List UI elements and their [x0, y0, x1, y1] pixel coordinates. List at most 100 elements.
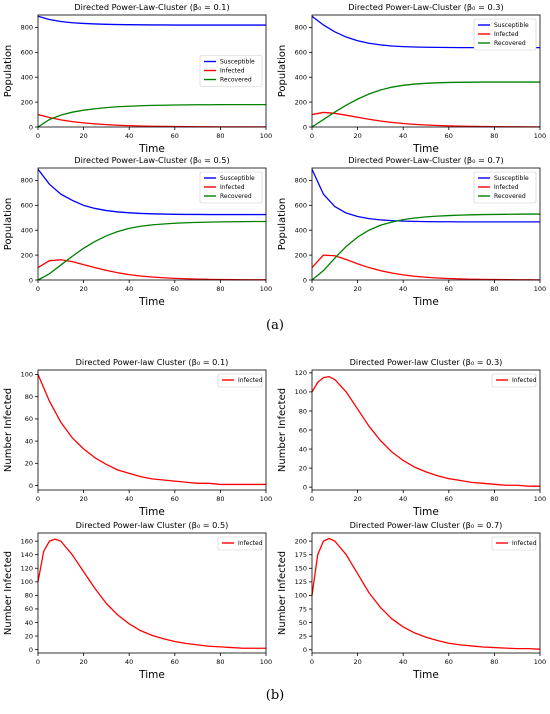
legend-entry: Infected: [494, 184, 519, 191]
x-tick-label: 60: [445, 285, 453, 293]
chart-title: Directed Power-Law-Cluster (β₀ = 0.7): [348, 155, 503, 165]
y-tick-label: 0: [29, 482, 33, 490]
x-axis-label: Time: [138, 143, 165, 155]
y-tick-label: 0: [29, 276, 33, 284]
panel-label-b: (b): [265, 688, 285, 703]
y-tick-label: 40: [25, 619, 33, 627]
x-tick-label: 100: [534, 495, 546, 503]
y-tick-label: 60: [25, 605, 33, 613]
legend-entry: Infected: [220, 184, 245, 191]
y-tick-label: 150: [295, 565, 307, 573]
y-tick-label: 80: [299, 407, 307, 415]
chart-a3: Directed Power-Law-Cluster (β₀ = 0.5) 0 20…: [3, 155, 272, 308]
y-tick-label: 100: [21, 578, 33, 586]
x-tick-label: 20: [353, 658, 361, 666]
y-tick-label: 100: [295, 388, 307, 396]
y-tick-label: 175: [295, 551, 307, 559]
chart-title: Directed Power-law Cluster (β₀ = 0.7): [350, 520, 503, 530]
legend-box: [491, 373, 537, 388]
x-tick-label: 0: [36, 495, 40, 503]
x-tick-label: 20: [79, 658, 87, 666]
x-tick-label: 80: [490, 132, 498, 140]
series-line-recovered: [311, 81, 540, 128]
x-tick-label: 100: [534, 285, 546, 293]
y-tick-label: 200: [21, 98, 33, 106]
y-tick-label: 80: [25, 393, 33, 401]
y-tick-label: 100: [295, 592, 307, 600]
y-tick-label: 600: [295, 49, 307, 57]
x-tick-label: 0: [310, 285, 314, 293]
series-line-susceptible: [311, 168, 540, 223]
chart-title: Directed Power-Law-Cluster (β₀ = 0.1): [74, 2, 229, 12]
y-tick-label: 20: [25, 460, 33, 468]
x-tick-label: 80: [216, 132, 224, 140]
y-tick-label: 600: [21, 202, 33, 210]
y-tick-label: 800: [21, 24, 33, 32]
x-tick-label: 80: [490, 285, 498, 293]
x-tick-label: 0: [36, 285, 40, 293]
y-axis-label: Number Infected: [3, 388, 14, 472]
plot-frame: [311, 369, 541, 491]
y-tick-label: 0: [303, 123, 307, 131]
series-line-infected: [311, 537, 541, 650]
legend: Susceptible Infected Recovered: [199, 171, 263, 204]
x-tick-label: 40: [125, 285, 133, 293]
y-tick-label: 600: [21, 49, 33, 57]
chart-b3: Directed Power-law Cluster (β₀ = 0.5) 0 20…: [3, 520, 272, 681]
y-tick-label: 800: [295, 24, 307, 32]
plot-frame: [311, 14, 541, 128]
y-tick-label: 160: [21, 537, 33, 545]
legend-entry: Susceptible: [494, 22, 529, 29]
y-axis-label: Number Infected: [3, 551, 14, 635]
x-tick-label: 20: [353, 495, 361, 503]
series-line-susceptible: [37, 168, 266, 216]
x-tick-label: 20: [79, 285, 87, 293]
legend: Susceptible Infected Recovered: [473, 18, 537, 51]
y-tick-label: 200: [295, 537, 307, 545]
plot-frame: [37, 532, 267, 654]
y-tick-label: 400: [295, 227, 307, 235]
y-axis-label: Population: [3, 45, 14, 98]
legend: Infected: [217, 373, 263, 388]
series-line-susceptible: [37, 15, 266, 26]
legend-entry: Infected: [238, 540, 263, 547]
y-tick-label: 400: [295, 74, 307, 82]
x-tick-label: 100: [260, 658, 272, 666]
chart-a4: Directed Power-Law-Cluster (β₀ = 0.7) 0 20…: [277, 155, 546, 308]
x-tick-label: 80: [490, 658, 498, 666]
x-tick-label: 20: [353, 285, 361, 293]
y-tick-label: 400: [21, 74, 33, 82]
series-line-recovered: [311, 213, 540, 281]
x-tick-label: 0: [310, 132, 314, 140]
x-tick-label: 0: [310, 658, 314, 666]
y-tick-label: 400: [21, 227, 33, 235]
plot-frame: [311, 532, 541, 654]
y-tick-label: 0: [303, 276, 307, 284]
y-tick-label: 75: [299, 605, 307, 613]
y-tick-label: 20: [25, 632, 33, 640]
y-tick-label: 25: [299, 632, 307, 640]
x-tick-label: 20: [353, 132, 361, 140]
y-tick-label: 60: [299, 426, 307, 434]
chart-title: Directed Power-law Cluster (β₀ = 0.5): [76, 520, 229, 530]
legend-box: [217, 536, 263, 551]
y-tick-label: 0: [303, 646, 307, 654]
x-tick-label: 60: [171, 495, 179, 503]
y-axis-label: Population: [277, 198, 288, 251]
legend-box: [217, 373, 263, 388]
x-tick-label: 40: [399, 495, 407, 503]
chart-title: Directed Power-Law-Cluster (β₀ = 0.5): [74, 155, 229, 165]
series-line-infected: [37, 113, 266, 128]
x-tick-label: 100: [534, 658, 546, 666]
legend-entry: Infected: [238, 377, 263, 384]
x-tick-label: 100: [534, 132, 546, 140]
legend-entry: Susceptible: [494, 175, 529, 182]
y-tick-label: 100: [21, 371, 33, 379]
plot-frame: [311, 167, 541, 281]
legend-entry: Recovered: [220, 77, 252, 84]
legend-entry: Infected: [494, 31, 519, 38]
y-axis-label: Population: [277, 45, 288, 98]
y-tick-label: 125: [295, 578, 307, 586]
